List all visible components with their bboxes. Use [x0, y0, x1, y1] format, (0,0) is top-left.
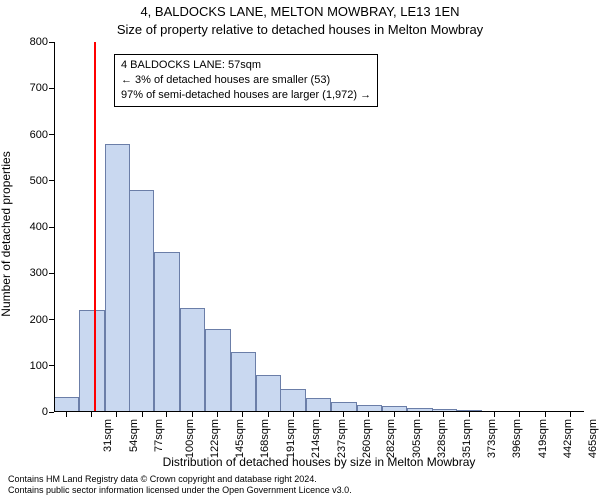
attribution-line1: Contains HM Land Registry data © Crown c…	[8, 474, 352, 485]
histogram-bar	[105, 144, 130, 412]
x-tick-label: 31sqm	[102, 419, 114, 452]
y-tick-label: 500	[30, 175, 54, 187]
histogram-bar	[205, 329, 230, 412]
x-axis-label: Distribution of detached houses by size …	[54, 455, 584, 469]
chart-subtitle: Size of property relative to detached ho…	[0, 22, 600, 37]
x-tick-label: 351sqm	[462, 419, 474, 458]
x-tick-mark	[217, 412, 218, 417]
y-tick-label: 200	[30, 314, 54, 326]
histogram-bar	[129, 190, 154, 412]
x-tick-mark	[166, 412, 167, 417]
histogram-bar	[457, 410, 482, 412]
histogram-bar	[154, 252, 179, 412]
x-tick-label: 145sqm	[234, 419, 246, 458]
x-tick-mark	[91, 412, 92, 417]
x-tick-label: 328sqm	[436, 419, 448, 458]
y-tick-label: 300	[30, 267, 54, 279]
attribution-text: Contains HM Land Registry data © Crown c…	[8, 474, 352, 496]
histogram-bar	[256, 375, 281, 412]
x-tick-label: 442sqm	[562, 419, 574, 458]
x-tick-label: 305sqm	[411, 419, 423, 458]
x-tick-label: 168sqm	[260, 419, 272, 458]
x-tick-label: 260sqm	[361, 419, 373, 458]
x-tick-label: 191sqm	[285, 419, 297, 458]
histogram-bar	[231, 352, 256, 412]
x-tick-mark	[66, 412, 67, 417]
y-tick-label: 400	[30, 221, 54, 233]
x-tick-mark	[319, 412, 320, 417]
x-tick-mark	[293, 412, 294, 417]
plot-area: 010020030040050060070080031sqm54sqm77sqm…	[54, 42, 584, 412]
x-tick-label: 396sqm	[511, 419, 523, 458]
x-tick-label: 465sqm	[587, 419, 599, 458]
x-tick-mark	[268, 412, 269, 417]
x-tick-mark	[519, 412, 520, 417]
x-tick-mark	[142, 412, 143, 417]
histogram-bar	[280, 389, 305, 412]
x-tick-mark	[469, 412, 470, 417]
histogram-bar	[357, 405, 382, 412]
x-tick-label: 419sqm	[537, 419, 549, 458]
y-tick-label: 600	[30, 129, 54, 141]
x-tick-mark	[192, 412, 193, 417]
x-tick-label: 214sqm	[310, 419, 322, 458]
histogram-bar	[306, 398, 331, 412]
x-tick-label: 54sqm	[128, 419, 140, 452]
histogram-bar	[79, 310, 104, 412]
x-tick-mark	[570, 412, 571, 417]
y-tick-label: 100	[30, 360, 54, 372]
histogram-bar	[54, 397, 79, 412]
legend-line: 97% of semi-detached houses are larger (…	[121, 88, 371, 103]
legend-box: 4 BALDOCKS LANE: 57sqm← 3% of detached h…	[114, 54, 378, 107]
histogram-bar	[382, 406, 407, 412]
y-axis-label: Number of detached properties	[0, 151, 13, 316]
x-tick-label: 237sqm	[336, 419, 348, 458]
x-tick-mark	[242, 412, 243, 417]
x-tick-mark	[443, 412, 444, 417]
histogram-bar	[407, 408, 432, 412]
x-tick-mark	[368, 412, 369, 417]
histogram-bar	[180, 308, 205, 412]
legend-line: ← 3% of detached houses are smaller (53)	[121, 73, 371, 88]
chart-title-line1: 4, BALDOCKS LANE, MELTON MOWBRAY, LE13 1…	[0, 4, 600, 19]
x-tick-mark	[343, 412, 344, 417]
x-tick-mark	[394, 412, 395, 417]
y-tick-label: 0	[42, 406, 54, 418]
histogram-bar	[331, 402, 356, 412]
x-tick-label: 122sqm	[209, 419, 221, 458]
histogram-bar	[432, 409, 457, 412]
legend-line: 4 BALDOCKS LANE: 57sqm	[121, 58, 371, 73]
y-tick-label: 700	[30, 82, 54, 94]
x-tick-mark	[545, 412, 546, 417]
x-tick-mark	[419, 412, 420, 417]
x-tick-label: 282sqm	[385, 419, 397, 458]
x-tick-mark	[116, 412, 117, 417]
property-marker-line	[94, 42, 96, 412]
attribution-line2: Contains public sector information licen…	[8, 485, 352, 496]
x-tick-label: 100sqm	[184, 419, 196, 458]
x-tick-label: 77sqm	[153, 419, 165, 452]
x-tick-mark	[494, 412, 495, 417]
y-tick-label: 800	[30, 36, 54, 48]
x-tick-label: 373sqm	[486, 419, 498, 458]
